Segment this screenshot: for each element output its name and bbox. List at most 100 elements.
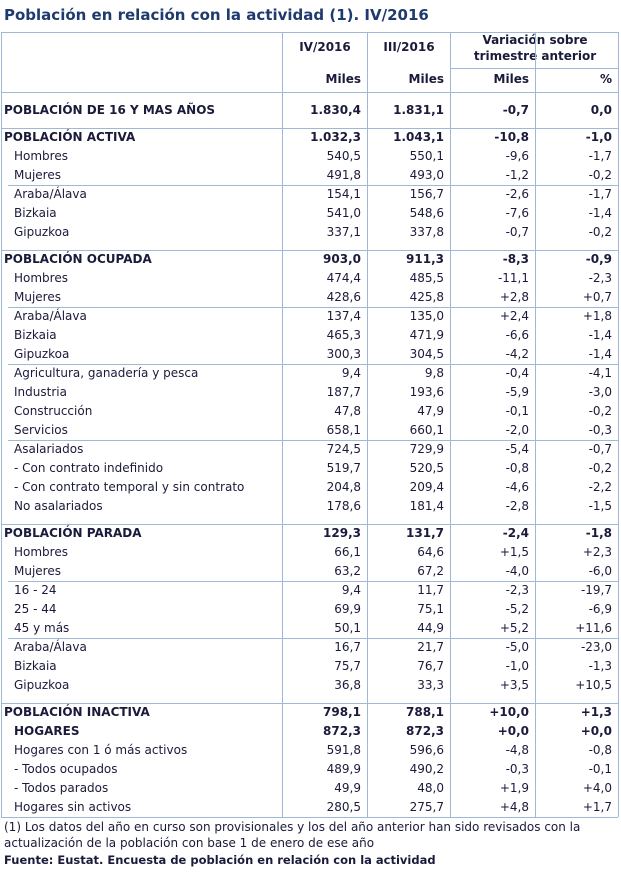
row-label: Hombres bbox=[14, 271, 68, 285]
rule bbox=[8, 638, 618, 639]
source: Fuente: Eustat. Encuesta de población en… bbox=[4, 853, 436, 867]
cell: 9,4 bbox=[341, 583, 361, 597]
cell: 16,7 bbox=[334, 640, 361, 654]
cell: 63,2 bbox=[334, 564, 361, 578]
cell: 1.830,4 bbox=[310, 103, 361, 117]
cell: +2,4 bbox=[499, 309, 529, 323]
cell: -4,6 bbox=[505, 480, 529, 494]
cell: 50,1 bbox=[334, 621, 361, 635]
unit-header: Miles bbox=[493, 72, 529, 86]
cell: 872,3 bbox=[323, 724, 361, 738]
cell: 660,1 bbox=[409, 423, 444, 437]
cell: 337,1 bbox=[326, 225, 361, 239]
cell: +0,7 bbox=[582, 290, 612, 304]
cell: -4,1 bbox=[588, 366, 612, 380]
cell: 75,1 bbox=[417, 602, 444, 616]
col-header: IV/2016 bbox=[299, 40, 351, 54]
col-rule bbox=[450, 32, 451, 817]
cell: +2,8 bbox=[499, 290, 529, 304]
cell: -6,0 bbox=[588, 564, 612, 578]
cell: +1,8 bbox=[582, 309, 612, 323]
unit-header: Miles bbox=[325, 72, 361, 86]
row-label: POBLACIÓN INACTIVA bbox=[4, 705, 150, 719]
cell: 44,9 bbox=[417, 621, 444, 635]
cell: -0,7 bbox=[588, 442, 612, 456]
cell: 541,0 bbox=[326, 206, 361, 220]
cell: -0,3 bbox=[505, 762, 529, 776]
cell: 21,7 bbox=[417, 640, 444, 654]
cell: -0,8 bbox=[505, 461, 529, 475]
cell: -1,4 bbox=[588, 328, 612, 342]
row-label: Gipuzkoa bbox=[14, 678, 70, 692]
cell: 67,2 bbox=[417, 564, 444, 578]
cell: -5,9 bbox=[505, 385, 529, 399]
cell: 129,3 bbox=[323, 526, 361, 540]
cell: 69,9 bbox=[334, 602, 361, 616]
cell: -1,7 bbox=[588, 149, 612, 163]
row-label: Gipuzkoa bbox=[14, 347, 70, 361]
cell: 135,0 bbox=[409, 309, 444, 323]
cell: -0,2 bbox=[588, 225, 612, 239]
cell: 729,9 bbox=[409, 442, 444, 456]
cell: +4,8 bbox=[499, 800, 529, 814]
cell: 48,0 bbox=[417, 781, 444, 795]
cell: -4,2 bbox=[505, 347, 529, 361]
cell: -0,1 bbox=[588, 762, 612, 776]
row-label: No asalariados bbox=[14, 499, 103, 513]
cell: -1,5 bbox=[588, 499, 612, 513]
cell: 178,6 bbox=[326, 499, 361, 513]
row-label: Bizkaia bbox=[14, 328, 57, 342]
cell: 304,5 bbox=[409, 347, 444, 361]
row-label: - Todos ocupados bbox=[14, 762, 118, 776]
col-rule bbox=[618, 32, 619, 817]
cell: -5,2 bbox=[505, 602, 529, 616]
cell: 428,6 bbox=[326, 290, 361, 304]
cell: -1,3 bbox=[588, 659, 612, 673]
cell: -2,6 bbox=[505, 187, 529, 201]
cell: 156,7 bbox=[409, 187, 444, 201]
cell: 193,6 bbox=[409, 385, 444, 399]
cell: 154,1 bbox=[326, 187, 361, 201]
row-label: 25 - 44 bbox=[14, 602, 57, 616]
unit-header: Miles bbox=[408, 72, 444, 86]
cell: -11,1 bbox=[497, 271, 529, 285]
cell: -0,7 bbox=[505, 225, 529, 239]
cell: -2,3 bbox=[505, 583, 529, 597]
row-label: Araba/Álava bbox=[14, 309, 87, 323]
rule bbox=[1, 817, 618, 818]
rule bbox=[8, 307, 618, 308]
row-label: Agricultura, ganadería y pesca bbox=[14, 366, 199, 380]
cell: -4,0 bbox=[505, 564, 529, 578]
cell: 49,9 bbox=[334, 781, 361, 795]
cell: +10,0 bbox=[489, 705, 529, 719]
cell: -8,3 bbox=[502, 252, 529, 266]
cell: +1,9 bbox=[499, 781, 529, 795]
col-rule bbox=[535, 32, 536, 817]
cell: 131,7 bbox=[406, 526, 444, 540]
rule bbox=[1, 128, 618, 129]
cell: 911,3 bbox=[406, 252, 444, 266]
cell: 465,3 bbox=[326, 328, 361, 342]
row-label: Hogares sin activos bbox=[14, 800, 132, 814]
cell: 1.043,1 bbox=[393, 130, 444, 144]
rule bbox=[8, 185, 618, 186]
cell: -4,8 bbox=[505, 743, 529, 757]
cell: -5,0 bbox=[505, 640, 529, 654]
row-label: Mujeres bbox=[14, 564, 61, 578]
row-label: - Con contrato temporal y sin contrato bbox=[14, 480, 245, 494]
cell: +4,0 bbox=[582, 781, 612, 795]
cell: -2,4 bbox=[502, 526, 529, 540]
cell: -5,4 bbox=[505, 442, 529, 456]
cell: 36,8 bbox=[334, 678, 361, 692]
cell: -6,6 bbox=[505, 328, 529, 342]
cell: -1,4 bbox=[588, 347, 612, 361]
row-label: 16 - 24 bbox=[14, 583, 57, 597]
cell: 724,5 bbox=[326, 442, 361, 456]
cell: 788,1 bbox=[406, 705, 444, 719]
row-label: Mujeres bbox=[14, 290, 61, 304]
cell: -1,2 bbox=[505, 168, 529, 182]
col-rule bbox=[282, 32, 283, 817]
cell: +5,2 bbox=[499, 621, 529, 635]
cell: -3,0 bbox=[588, 385, 612, 399]
